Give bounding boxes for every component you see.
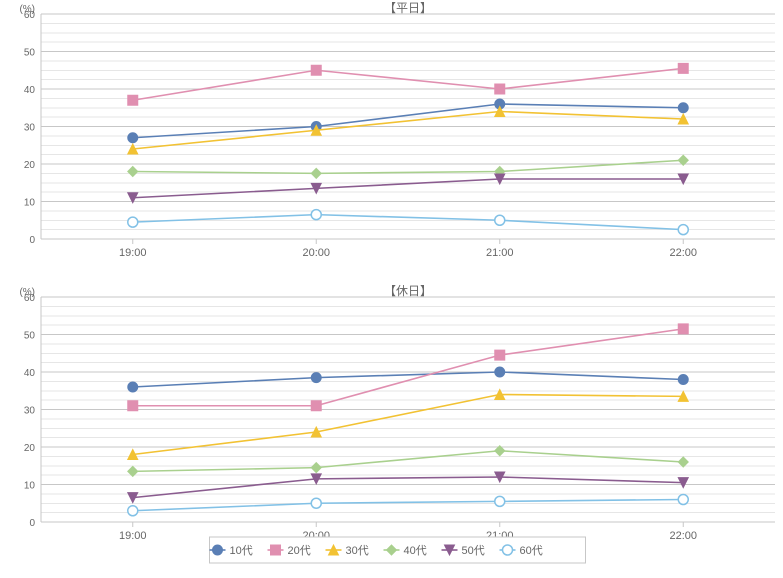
y-tick-label: 10 — [24, 481, 36, 492]
series-line — [133, 500, 684, 511]
series-line — [133, 179, 684, 198]
series-line — [133, 68, 684, 100]
series-line — [133, 477, 684, 498]
x-tick-label: 19:00 — [119, 247, 147, 259]
legend-label: 20代 — [288, 544, 311, 557]
y-unit-label: (%) — [19, 4, 35, 15]
series-line — [133, 451, 684, 472]
legend-label: 60代 — [520, 544, 543, 557]
legend-label: 40代 — [404, 544, 427, 557]
series-line — [133, 329, 684, 406]
chart-container: 0102030405060(%)19:0020:0021:0022:00【平日】… — [0, 0, 783, 578]
x-tick-label: 22:00 — [669, 247, 697, 259]
panel-title: 【休日】 — [384, 284, 432, 298]
panel-title: 【平日】 — [384, 1, 432, 15]
y-tick-label: 40 — [24, 85, 36, 96]
chart-svg: 0102030405060(%)19:0020:0021:0022:00【平日】… — [0, 0, 783, 578]
legend-label: 30代 — [346, 544, 369, 557]
y-tick-label: 20 — [24, 160, 36, 171]
series-line — [133, 395, 684, 455]
x-tick-label: 21:00 — [486, 247, 514, 259]
legend-label: 10代 — [230, 544, 253, 557]
y-tick-label: 0 — [29, 235, 35, 246]
series-line — [133, 372, 684, 387]
y-unit-label: (%) — [19, 287, 35, 298]
x-tick-label: 20:00 — [302, 247, 330, 259]
series-line — [133, 215, 684, 230]
x-tick-label: 22:00 — [669, 530, 697, 542]
y-tick-label: 30 — [24, 406, 36, 417]
y-tick-label: 30 — [24, 123, 36, 134]
y-tick-label: 10 — [24, 198, 36, 209]
y-tick-label: 50 — [24, 48, 36, 59]
y-tick-label: 20 — [24, 443, 36, 454]
y-tick-label: 50 — [24, 331, 36, 342]
legend-label: 50代 — [462, 544, 485, 557]
y-tick-label: 40 — [24, 368, 36, 379]
series-line — [133, 160, 684, 173]
x-tick-label: 19:00 — [119, 530, 147, 542]
y-tick-label: 0 — [29, 518, 35, 529]
